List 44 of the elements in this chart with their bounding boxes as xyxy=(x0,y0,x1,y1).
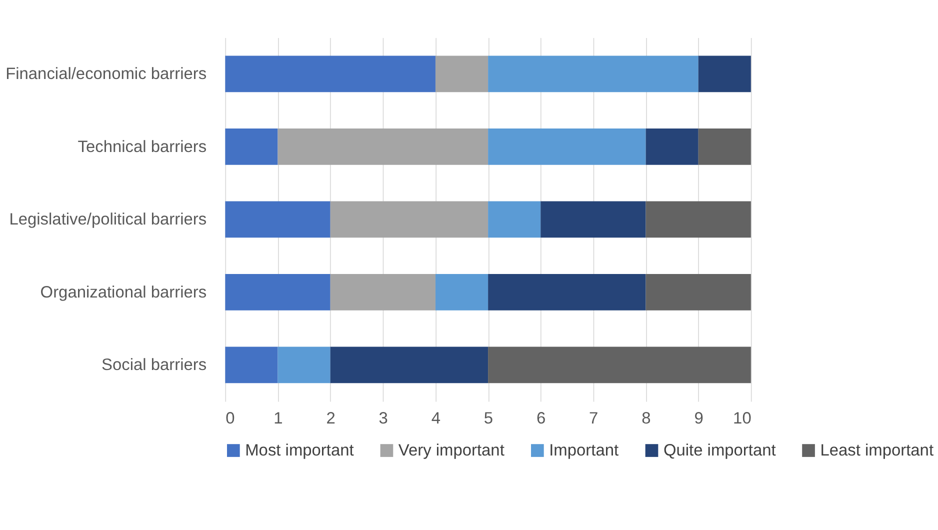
x-tick-label: 2 xyxy=(326,409,336,428)
bar xyxy=(698,56,751,92)
x-tick-label: 4 xyxy=(431,409,440,428)
y-tick-label: Organizational barriers xyxy=(40,283,207,302)
x-tick-label: 7 xyxy=(589,409,598,428)
bar xyxy=(540,201,646,238)
x-tick-label: 0 xyxy=(226,409,235,428)
bar xyxy=(646,201,751,238)
bar xyxy=(646,274,751,310)
y-tick-label: Technical barriers xyxy=(78,138,207,156)
legend-label: Most important xyxy=(245,442,354,460)
bar xyxy=(225,56,436,92)
x-tick-label: 9 xyxy=(694,409,704,428)
x-tick-label: 3 xyxy=(378,409,388,428)
x-tick-label: 5 xyxy=(484,409,494,428)
bar xyxy=(698,128,751,165)
y-tick-label: Social barriers xyxy=(102,356,207,374)
bar xyxy=(435,56,488,92)
y-tick-label: Financial/economic barriers xyxy=(6,65,207,84)
bar xyxy=(488,128,646,165)
bar xyxy=(225,346,278,384)
bar xyxy=(225,201,330,238)
bar xyxy=(488,274,646,310)
y-tick-label: Legislative/political barriers xyxy=(9,210,207,229)
legend-label: Very important xyxy=(398,442,505,460)
legend-label: Important xyxy=(549,442,619,460)
legend-label: Quite important xyxy=(663,442,776,460)
legend-label: Least important xyxy=(820,442,934,460)
bar xyxy=(330,201,488,238)
x-tick-label: 6 xyxy=(536,409,546,428)
bar xyxy=(330,274,436,310)
bar xyxy=(488,346,751,384)
bar xyxy=(488,201,541,238)
bar xyxy=(488,56,698,92)
bar xyxy=(225,274,330,310)
bar xyxy=(225,128,278,165)
bar xyxy=(330,346,488,384)
x-tick-label: 1 xyxy=(274,409,283,428)
x-tick-label: 8 xyxy=(642,409,651,428)
bar xyxy=(435,274,488,310)
bar xyxy=(646,128,698,165)
bar xyxy=(278,128,488,165)
x-tick-label: 10 xyxy=(733,409,752,428)
bar xyxy=(278,346,330,384)
